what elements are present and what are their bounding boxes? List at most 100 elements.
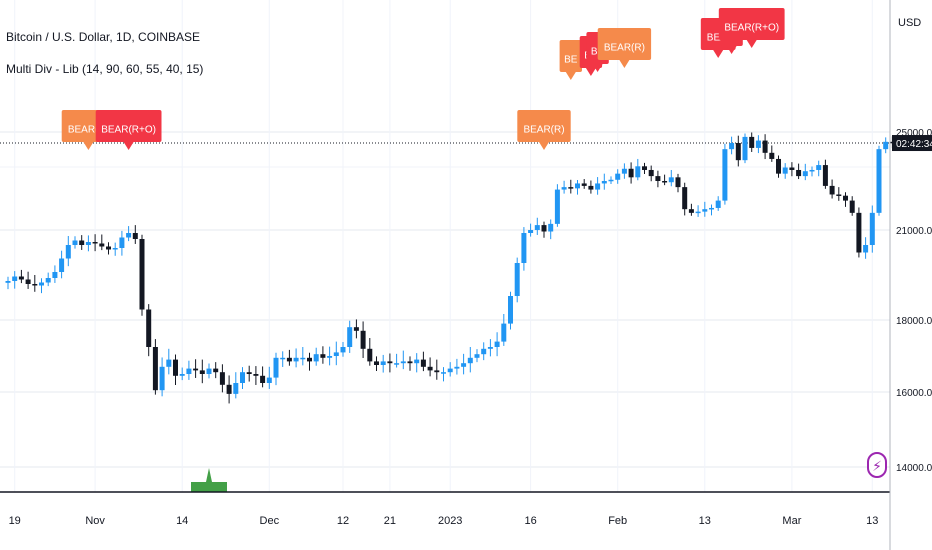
candle[interactable] (199, 359, 205, 384)
candle[interactable] (333, 341, 339, 366)
candle[interactable] (65, 236, 71, 267)
candle[interactable] (387, 353, 393, 373)
candle[interactable] (776, 155, 781, 178)
candle[interactable] (648, 165, 654, 182)
candle[interactable] (253, 366, 259, 385)
candle[interactable] (642, 162, 647, 175)
candle[interactable] (474, 349, 480, 363)
candle[interactable] (548, 219, 554, 240)
candle[interactable] (494, 332, 500, 357)
candle[interactable] (608, 176, 614, 184)
candle[interactable] (273, 352, 279, 386)
candle[interactable] (340, 341, 346, 357)
candle[interactable] (327, 346, 333, 366)
candle[interactable] (85, 235, 91, 252)
candle[interactable] (682, 182, 688, 216)
candle[interactable] (300, 347, 306, 366)
candle[interactable] (293, 348, 299, 368)
candle[interactable] (554, 184, 560, 227)
candle[interactable] (621, 163, 627, 179)
candle[interactable] (635, 158, 641, 181)
candle[interactable] (534, 217, 540, 235)
candle[interactable] (407, 356, 413, 371)
candle[interactable] (715, 196, 721, 211)
candles[interactable] (5, 132, 895, 404)
candle[interactable] (219, 364, 225, 393)
candle[interactable] (400, 350, 406, 370)
candle[interactable] (655, 170, 661, 188)
candle[interactable] (709, 204, 714, 216)
candle[interactable] (749, 132, 755, 152)
candle[interactable] (628, 162, 634, 184)
candle[interactable] (427, 357, 433, 377)
candle[interactable] (374, 356, 379, 371)
candle[interactable] (782, 163, 788, 179)
candle[interactable] (139, 234, 145, 316)
candle[interactable] (226, 375, 232, 404)
candle[interactable] (5, 276, 11, 290)
candle[interactable] (25, 271, 31, 289)
candle[interactable] (769, 145, 775, 162)
candle[interactable] (12, 271, 18, 289)
indicator-label[interactable]: Multi Div - Lib (14, 90, 60, 55, 40, 15) (6, 62, 204, 76)
lightning-icon[interactable]: ⚡ (867, 452, 887, 478)
candle[interactable] (59, 250, 65, 279)
candle[interactable] (92, 234, 98, 252)
candle[interactable] (487, 339, 493, 357)
candle[interactable] (72, 236, 78, 249)
candle[interactable] (313, 347, 319, 366)
candle[interactable] (501, 314, 507, 346)
candle[interactable] (561, 180, 567, 194)
candle[interactable] (735, 135, 741, 167)
candle[interactable] (541, 221, 547, 238)
candle[interactable] (454, 358, 460, 375)
candle[interactable] (266, 366, 272, 389)
candle[interactable] (353, 319, 359, 339)
candle[interactable] (320, 346, 326, 364)
candle[interactable] (166, 348, 172, 375)
candle[interactable] (789, 162, 795, 177)
candle[interactable] (675, 173, 681, 193)
candle[interactable] (441, 367, 446, 382)
candle[interactable] (843, 192, 848, 207)
candle[interactable] (816, 160, 822, 177)
candle[interactable] (601, 173, 607, 190)
candle[interactable] (836, 187, 842, 201)
candle[interactable] (461, 353, 467, 375)
candle[interactable] (695, 205, 701, 217)
candle[interactable] (702, 201, 708, 217)
candle[interactable] (856, 207, 862, 258)
candle[interactable] (159, 357, 165, 397)
candle[interactable] (233, 372, 239, 399)
candle[interactable] (246, 365, 252, 382)
candle[interactable] (742, 133, 748, 164)
candle[interactable] (286, 349, 292, 366)
candle[interactable] (568, 179, 574, 194)
candle[interactable] (521, 227, 527, 271)
candle[interactable] (106, 242, 111, 255)
candle[interactable] (260, 366, 266, 388)
candle[interactable] (508, 291, 513, 330)
candle[interactable] (39, 278, 44, 294)
candle[interactable] (119, 230, 125, 256)
candle[interactable] (240, 367, 245, 389)
candle[interactable] (32, 275, 38, 292)
candle[interactable] (662, 174, 668, 186)
candle[interactable] (186, 360, 192, 380)
candle[interactable] (173, 354, 178, 385)
candle[interactable] (467, 347, 473, 373)
candle[interactable] (863, 237, 869, 259)
candle[interactable] (414, 353, 420, 373)
candle[interactable] (126, 226, 132, 242)
candle[interactable] (420, 351, 426, 372)
candle[interactable] (213, 362, 219, 379)
candle[interactable] (615, 169, 621, 184)
candle[interactable] (802, 163, 808, 181)
candle[interactable] (179, 367, 185, 381)
candle[interactable] (360, 321, 366, 358)
candle[interactable] (688, 203, 694, 216)
candle[interactable] (883, 137, 889, 154)
candle[interactable] (722, 143, 728, 205)
candle[interactable] (528, 223, 534, 237)
